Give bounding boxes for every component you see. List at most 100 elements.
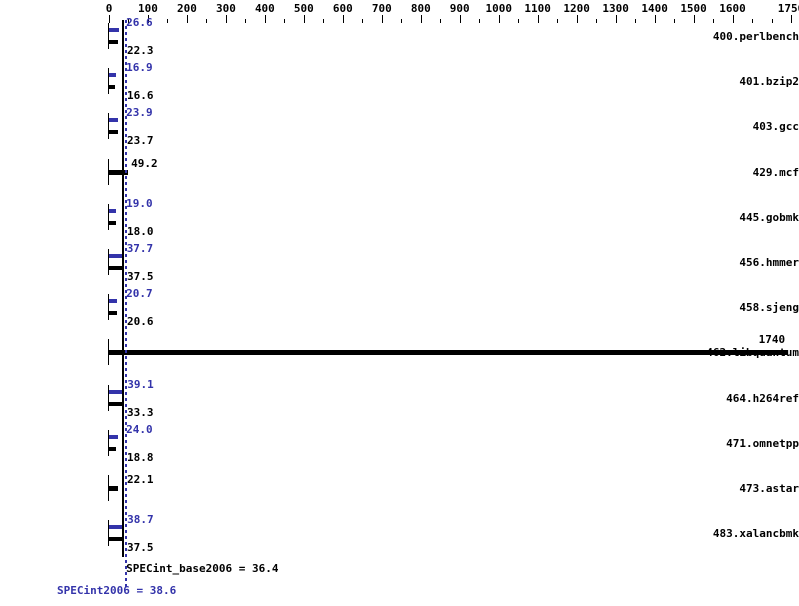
- row-tick: [108, 23, 109, 49]
- peak-value-483.xalancbmk: 38.7: [127, 513, 154, 527]
- benchmark-label-473.astar: 473.astar: [739, 482, 799, 495]
- peak-value-400.perlbench: 26.6: [126, 16, 153, 29]
- axis-tick-minor-650: [362, 19, 364, 23]
- base-mean-caption: SPECint_base2006 = 36.4: [126, 562, 279, 575]
- base-bar-458.sjeng: [109, 311, 118, 316]
- row-tick: [108, 475, 109, 501]
- axis-tick-label-900: 900: [449, 2, 470, 15]
- axis-tick-label-200: 200: [177, 2, 197, 15]
- axis-tick-minor-350: [245, 19, 247, 23]
- base-value-483.xalancbmk: 37.5: [127, 541, 154, 555]
- base-value-464.h264ref: 33.3: [127, 405, 154, 419]
- benchmark-label-445.gobmk: 445.gobmk: [739, 210, 799, 224]
- base-value-462.libquantum: 1740: [758, 333, 786, 347]
- row-tick: [108, 158, 109, 185]
- peak-bar-471.omnetpp: [109, 434, 119, 439]
- axis-tick-label-1300: 1300: [602, 2, 629, 15]
- axis-tick-minor-50: [128, 19, 130, 23]
- benchmark-label-403.gcc: 403.gcc: [752, 120, 799, 134]
- base-bar-429.mcf: [109, 169, 129, 175]
- axis-tick-major-1400: [654, 15, 656, 23]
- benchmark-label-458.sjeng: 458.sjeng: [739, 301, 799, 315]
- peak-value-401.bzip2: 16.9: [126, 61, 153, 75]
- axis-tick-minor-950: [479, 19, 481, 23]
- axis-tick-minor-1150: [557, 19, 559, 23]
- axis-tick-major-1200: [576, 15, 578, 23]
- axis-tick-major-1750: [791, 15, 792, 23]
- axis-tick-minor-550: [323, 19, 325, 23]
- benchmark-label-456.hmmer: 456.hmmer: [739, 256, 799, 269]
- peak-value-445.gobmk: 19.0: [126, 196, 153, 210]
- axis-tick-label-1600: 1600: [719, 2, 746, 15]
- benchmark-label-401.bzip2: 401.bzip2: [739, 75, 799, 89]
- axis-tick-label-500: 500: [293, 2, 314, 15]
- axis-tick-label-100: 100: [138, 2, 158, 15]
- axis-tick-minor-750: [401, 19, 403, 23]
- base-bar-456.hmmer: [109, 266, 124, 270]
- base-bar-401.bzip2: [109, 85, 116, 90]
- base-bar-471.omnetpp: [109, 446, 117, 451]
- row-tick: [108, 68, 109, 95]
- peak-bar-400.perlbench: [109, 28, 120, 32]
- base-bar-483.xalancbmk: [109, 537, 124, 542]
- base-bar-473.astar: [109, 486, 118, 491]
- row-tick: [108, 294, 109, 321]
- axis-tick-minor-150: [167, 19, 169, 23]
- axis-tick-minor-250: [206, 19, 208, 23]
- peak-bar-456.hmmer: [109, 254, 124, 258]
- base-bar-462.libquantum: [109, 350, 788, 356]
- base-bar-445.gobmk: [109, 220, 116, 225]
- axis-tick-label-1100: 1100: [524, 2, 551, 15]
- axis-tick-label-1500: 1500: [680, 2, 707, 15]
- base-value-473.astar: 22.1: [127, 473, 154, 486]
- axis-tick-label-800: 800: [410, 2, 431, 15]
- base-mean-line: [122, 20, 125, 557]
- base-value-401.bzip2: 16.6: [127, 89, 154, 103]
- base-value-471.omnetpp: 18.8: [127, 450, 154, 464]
- axis-tick-major-800: [420, 15, 422, 23]
- base-value-429.mcf: 49.2: [131, 156, 158, 170]
- axis-tick-label-1400: 1400: [641, 2, 668, 15]
- axis-tick-major-1600: [732, 15, 734, 23]
- axis-tick-minor-1650: [752, 19, 754, 23]
- peak-bar-445.gobmk: [109, 208, 117, 213]
- axis-tick-label-600: 600: [332, 2, 353, 15]
- axis-tick-label-1200: 1200: [563, 2, 590, 15]
- axis-tick-minor-850: [440, 19, 442, 23]
- peak-value-464.h264ref: 39.1: [127, 377, 154, 391]
- axis-tick-minor-1700: [771, 19, 773, 23]
- axis-tick-major-900: [459, 15, 461, 23]
- peak-bar-464.h264ref: [109, 389, 125, 394]
- axis-tick-minor-1250: [596, 19, 598, 23]
- axis-tick-label-0: 0: [105, 2, 113, 15]
- base-bar-400.perlbench: [109, 40, 118, 44]
- peak-value-471.omnetpp: 24.0: [126, 422, 153, 436]
- axis-tick-major-1100: [537, 15, 539, 23]
- axis-tick-label-700: 700: [371, 2, 392, 15]
- base-value-400.perlbench: 22.3: [127, 44, 154, 57]
- row-tick: [108, 520, 109, 547]
- benchmark-label-464.h264ref: 464.h264ref: [726, 391, 799, 405]
- axis-tick-label-1750: 1750: [777, 2, 799, 15]
- axis-tick-label-300: 300: [215, 2, 236, 15]
- row-tick: [108, 113, 109, 140]
- peak-mean-caption: SPECint2006 = 38.6: [57, 584, 177, 597]
- row-tick: [108, 339, 109, 366]
- peak-value-458.sjeng: 20.7: [126, 287, 153, 301]
- axis-tick-label-400: 400: [254, 2, 275, 15]
- axis-tick-minor-1550: [713, 19, 715, 23]
- axis-tick-minor-1050: [518, 19, 520, 23]
- base-value-458.sjeng: 20.6: [127, 315, 154, 329]
- base-value-445.gobmk: 18.0: [127, 224, 154, 238]
- axis-tick-major-500: [303, 15, 305, 23]
- base-value-403.gcc: 23.7: [127, 134, 154, 148]
- base-bar-403.gcc: [109, 130, 119, 135]
- peak-bar-483.xalancbmk: [109, 525, 125, 530]
- axis-tick-minor-1350: [635, 19, 637, 23]
- row-tick: [108, 249, 109, 275]
- row-tick: [108, 384, 109, 411]
- peak-bar-458.sjeng: [109, 299, 118, 304]
- base-value-456.hmmer: 37.5: [127, 270, 154, 283]
- benchmark-label-471.omnetpp: 471.omnetpp: [726, 436, 799, 450]
- axis-tick-major-1300: [615, 15, 617, 23]
